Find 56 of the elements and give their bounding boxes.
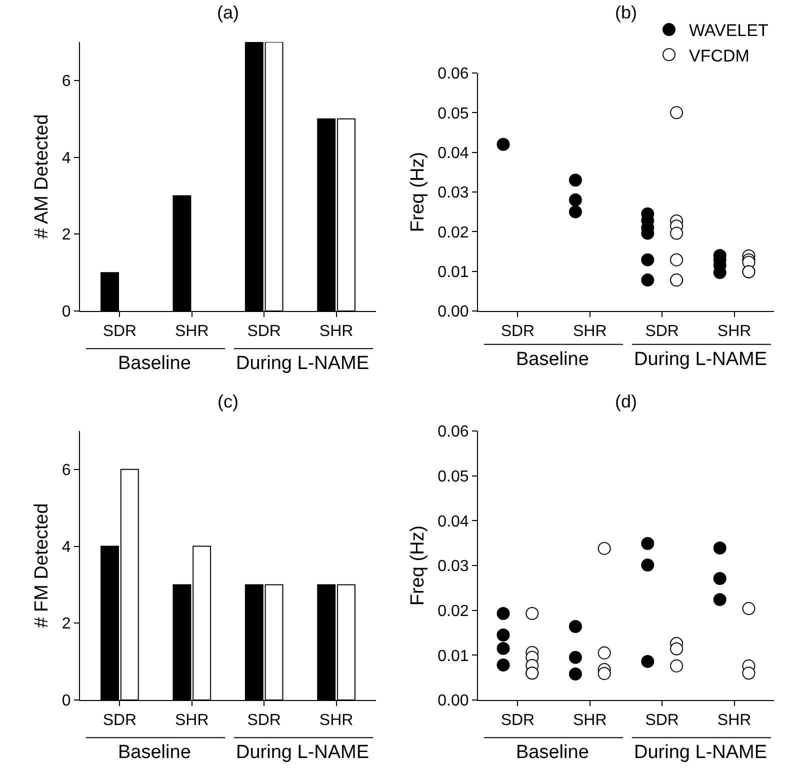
x-tick-label: SDR [102,323,137,340]
y-tick-label: 2 [62,226,71,244]
x-tick-label: SHR [319,323,354,340]
y-tick-label: 0.04 [438,144,469,162]
x-tick-label: SHR [175,712,209,730]
y-axis-title: Freq (Hz) [408,525,429,606]
y-tick-label: 2 [62,616,71,633]
y-tick-label: 6 [62,462,71,480]
chart-title: (a) [217,2,239,22]
x-tick-label: SDR [247,712,281,730]
x-tick-label: SHR [717,712,752,730]
y-tick-label: 0.05 [438,105,469,122]
y-tick-label: 0.01 [438,648,469,665]
x-tick-label: SDR [500,323,535,340]
chart-title: (d) [615,391,637,412]
y-axis-title: # FM Detected [32,503,53,628]
text: During L-NAME [236,353,370,374]
y-axis-title: # AM Detected [32,114,53,239]
y-tick-label: 0.03 [438,184,469,202]
y-axis-title: Freq (Hz) [408,152,429,232]
y-tick-label: 0 [62,304,71,321]
legend-label: VFCDM [689,46,750,66]
x-tick-label: SDR [247,323,281,340]
y-tick-label: 0.03 [438,558,469,576]
legend-label: WAVELET [689,21,768,40]
text: During L-NAME [634,349,768,370]
y-tick-label: 0.05 [438,468,469,486]
text: Baseline [118,742,191,763]
x-tick-label: SDR [645,323,679,340]
x-tick-label: SHR [717,323,752,340]
y-tick-label: 4 [62,150,71,167]
y-tick-label: 0 [62,692,71,710]
x-tick-label: SDR [645,712,679,730]
x-tick-label: SDR [102,712,137,730]
x-tick-label: SDR [500,712,535,730]
x-tick-label: SHR [573,712,607,730]
y-tick-label: 0.00 [438,692,469,710]
y-tick-label: 0.06 [438,424,469,441]
y-tick-label: 0.02 [438,602,469,620]
y-tick-label: 6 [62,73,71,90]
text: During L-NAME [634,742,768,763]
chart-title: (b) [615,2,637,22]
text: Baseline [118,353,191,374]
y-tick-label: 4 [62,538,71,556]
y-tick-label: 0.04 [438,513,469,530]
text: Baseline [516,349,589,370]
y-tick-label: 0.00 [438,304,469,321]
chart-title: (c) [218,391,238,412]
y-tick-label: 0.02 [438,224,469,242]
y-tick-label: 0.06 [438,66,469,83]
text: During L-NAME [236,742,370,763]
y-tick-label: 0.01 [438,264,469,281]
x-tick-label: SHR [573,323,607,340]
text: Baseline [516,742,589,763]
x-tick-label: SHR [175,323,209,340]
x-tick-label: SHR [319,712,354,730]
